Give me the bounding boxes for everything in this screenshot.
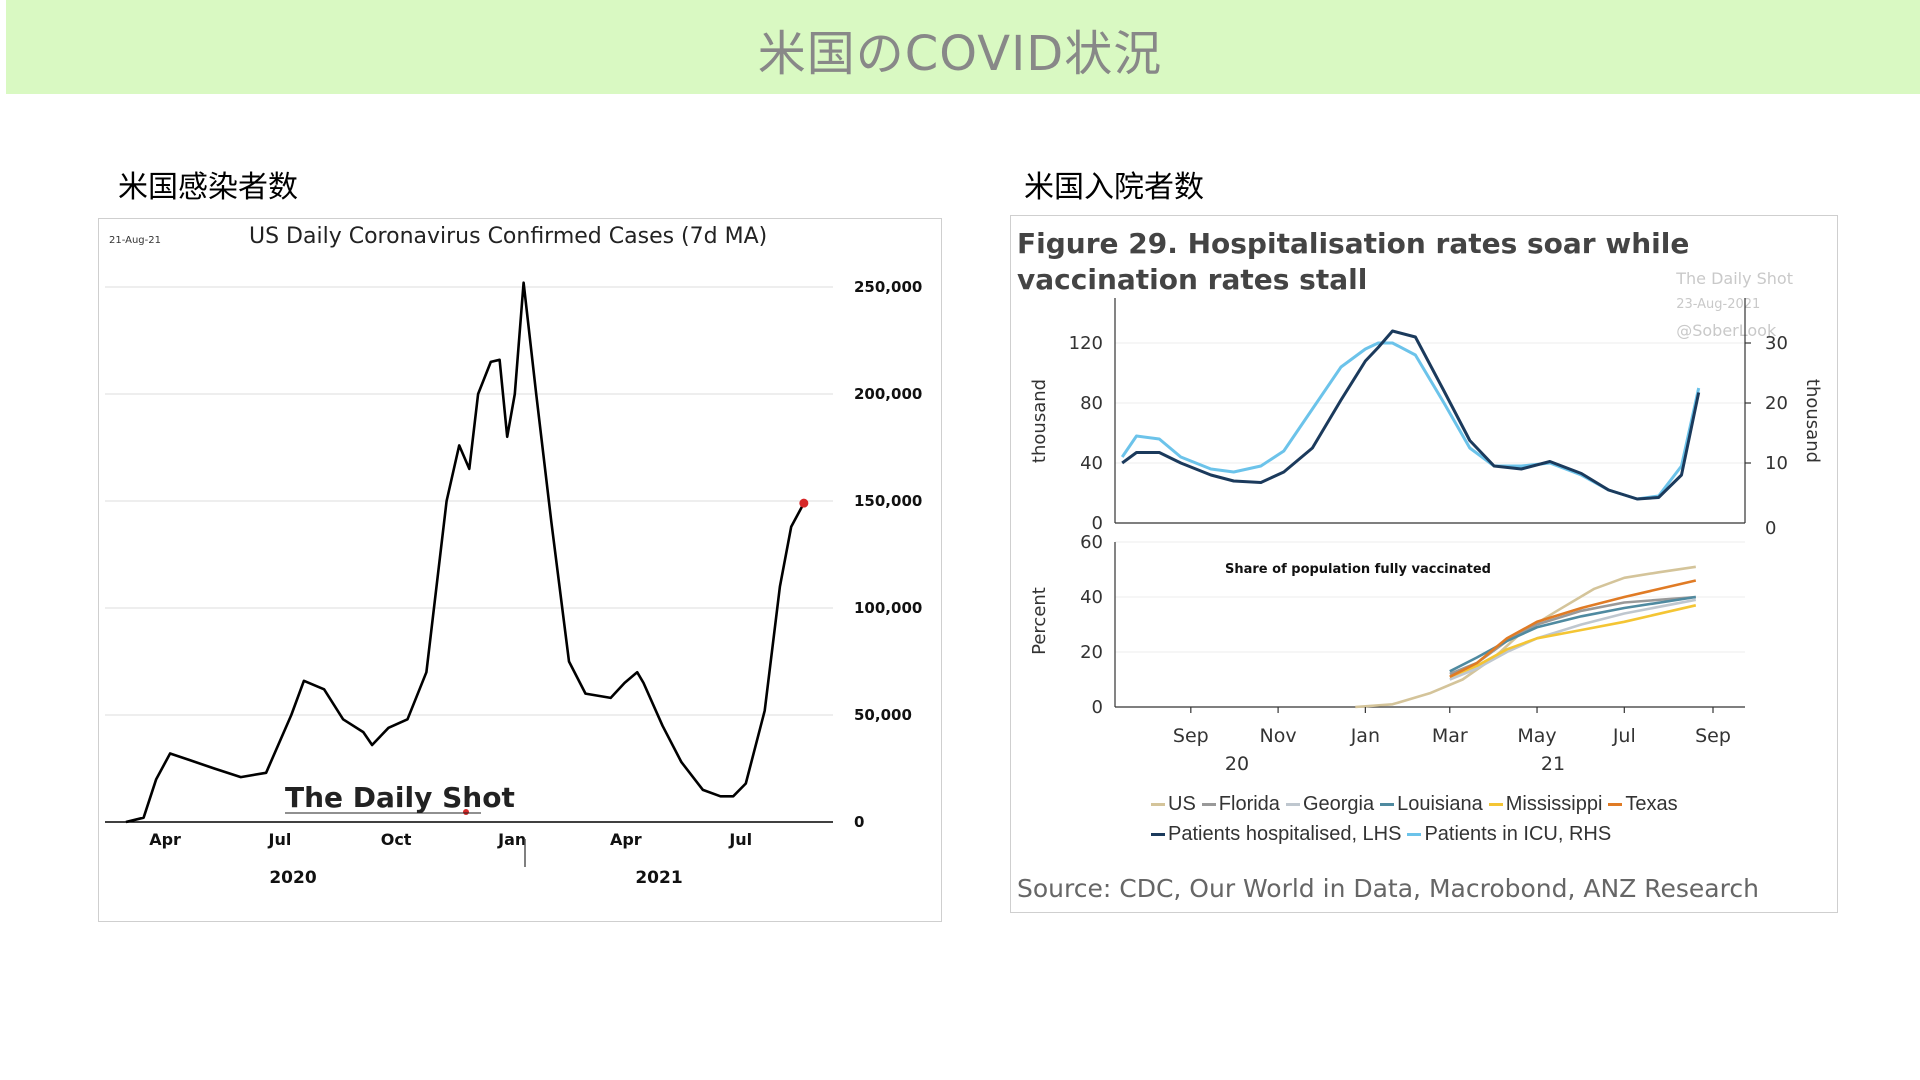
daily-shot-logo: The Daily Shot — [285, 781, 515, 814]
legend-label: Texas — [1625, 793, 1678, 815]
hospitalised-line — [1121, 329, 1701, 501]
top-left-tick-label: 0 — [1092, 513, 1103, 534]
legend-label: Patients in ICU, RHS — [1424, 823, 1612, 845]
cases-x-tick-label: Jan — [497, 830, 526, 849]
x-tick-label: Mar — [1432, 725, 1468, 747]
legend-swatch — [1608, 803, 1623, 807]
legend-swatch — [1151, 833, 1165, 837]
legend-label: Mississippi — [1505, 793, 1603, 815]
cases-x-tick-label: Jul — [268, 830, 292, 849]
legend-swatch — [1488, 803, 1503, 807]
hospital-chart: 120 80 40 0 30 20 10 0 60 40 20 0 Sep Nov Jan Mar May J… — [1029, 298, 1823, 775]
legend-item: Louisiana — [1380, 793, 1483, 815]
x-tick-label: Sep — [1173, 725, 1209, 747]
x-tick-label: Jul — [1612, 725, 1636, 747]
hospital-heading: 米国入院者数 — [1024, 170, 1204, 205]
top-left-tick-label: 120 — [1069, 333, 1103, 354]
cases-chart: 21-Aug-21 US Daily Coronavirus Confirmed… — [105, 224, 922, 888]
top-left-axis-label: thousand — [1029, 379, 1050, 463]
legend-item: Patients in ICU, RHS — [1407, 823, 1611, 845]
legend-item: Patients hospitalised, LHS — [1151, 823, 1401, 845]
bottom-tick-label: 40 — [1080, 587, 1103, 608]
vaccination-line-texas — [1449, 579, 1697, 678]
legend-label: Patients hospitalised, LHS — [1168, 823, 1402, 845]
watermark-line: The Daily Shot — [1676, 269, 1793, 288]
legend-item: Texas — [1608, 793, 1678, 815]
top-right-tick-label: 10 — [1765, 453, 1788, 474]
cases-y-tick-label: 250,000 — [854, 278, 922, 296]
legend-swatch — [1285, 803, 1300, 807]
legend-item: Mississippi — [1488, 793, 1603, 815]
legend-label: Louisiana — [1397, 793, 1483, 815]
latest-point-marker — [799, 498, 809, 508]
vaccination-line-us — [1355, 565, 1696, 709]
watermark-handle: @SoberLook — [1676, 321, 1777, 340]
cases-y-tick-label: 150,000 — [854, 492, 922, 510]
hospital-chart-panel: Figure 29. Hospitalisation rates soar wh… — [1010, 215, 1838, 913]
cases-y-tick-label: 0 — [854, 813, 864, 831]
watermark-date: 23-Aug-2021 — [1676, 297, 1761, 312]
top-left-tick-label: 80 — [1080, 393, 1103, 414]
x-tick-label: Nov — [1260, 725, 1297, 747]
top-right-tick-label: 20 — [1765, 393, 1788, 414]
watermark: The Daily Shot 23-Aug-2021 @SoberLook — [1676, 266, 1793, 344]
x-tick-label: May — [1517, 725, 1556, 747]
cases-y-tick-label: 200,000 — [854, 385, 922, 403]
bottom-tick-label: 20 — [1080, 642, 1103, 663]
cases-x-tick-label: Apr — [149, 830, 181, 849]
top-left-tick-label: 40 — [1080, 453, 1103, 474]
legend-swatch — [1151, 803, 1165, 807]
legend-row-2: Patients hospitalised, LHS Patients in IC… — [1151, 823, 1617, 846]
top-right-tick-label: 0 — [1765, 518, 1776, 539]
cases-y-tick-label: 50,000 — [854, 706, 912, 724]
cases-heading: 米国感染者数 — [118, 170, 298, 205]
vaccination-line-louisiana — [1449, 595, 1696, 673]
year-label-2020: 2020 — [269, 868, 316, 888]
legend-row-1: US Florida Georgia Louisiana Mississippi Texa… — [1151, 793, 1684, 816]
cases-x-tick-label: Oct — [381, 830, 412, 849]
legend-label: US — [1168, 793, 1196, 815]
cases-x-tick-label: Apr — [610, 830, 642, 849]
year-label-20: 20 — [1225, 753, 1249, 775]
slide-title: 米国のCOVID状況 — [757, 26, 1163, 82]
bottom-tick-label: 60 — [1080, 532, 1103, 553]
legend-item: Georgia — [1285, 793, 1375, 815]
legend-item: Florida — [1201, 793, 1280, 815]
cases-line — [125, 281, 806, 824]
legend-item: US — [1151, 793, 1196, 815]
legend-label: Georgia — [1302, 793, 1375, 815]
bottom-tick-label: 0 — [1092, 697, 1103, 718]
source-note: Source: CDC, Our World in Data, Macrobon… — [1017, 874, 1759, 903]
bottom-axis-label: Percent — [1029, 587, 1050, 655]
legend-swatch — [1201, 803, 1216, 807]
cases-date-stamp: 21-Aug-21 — [109, 235, 161, 246]
title-banner — [6, 0, 1920, 94]
cases-chart-panel: 21-Aug-21 US Daily Coronavirus Confirmed… — [98, 218, 942, 922]
legend-swatch — [1407, 833, 1422, 837]
cases-x-tick-label: Jul — [728, 830, 752, 849]
x-tick-label: Jan — [1350, 725, 1380, 747]
year-label-2021: 2021 — [635, 868, 682, 888]
cases-chart-title: US Daily Coronavirus Confirmed Cases (7d… — [249, 224, 767, 249]
figure-title: Figure 29. Hospitalisation rates soar wh… — [1017, 227, 1690, 296]
top-right-tick-label: 30 — [1765, 333, 1788, 354]
cases-y-tick-label: 100,000 — [854, 599, 922, 617]
year-label-21: 21 — [1541, 753, 1565, 775]
vaccination-annotation: Share of population fully vaccinated — [1225, 562, 1491, 577]
top-right-axis-label: thousand — [1802, 379, 1823, 463]
legend-label: Florida — [1218, 793, 1280, 815]
x-tick-label: Sep — [1695, 725, 1731, 747]
vaccination-line-mississippi — [1449, 604, 1697, 679]
legend-swatch — [1380, 803, 1395, 807]
